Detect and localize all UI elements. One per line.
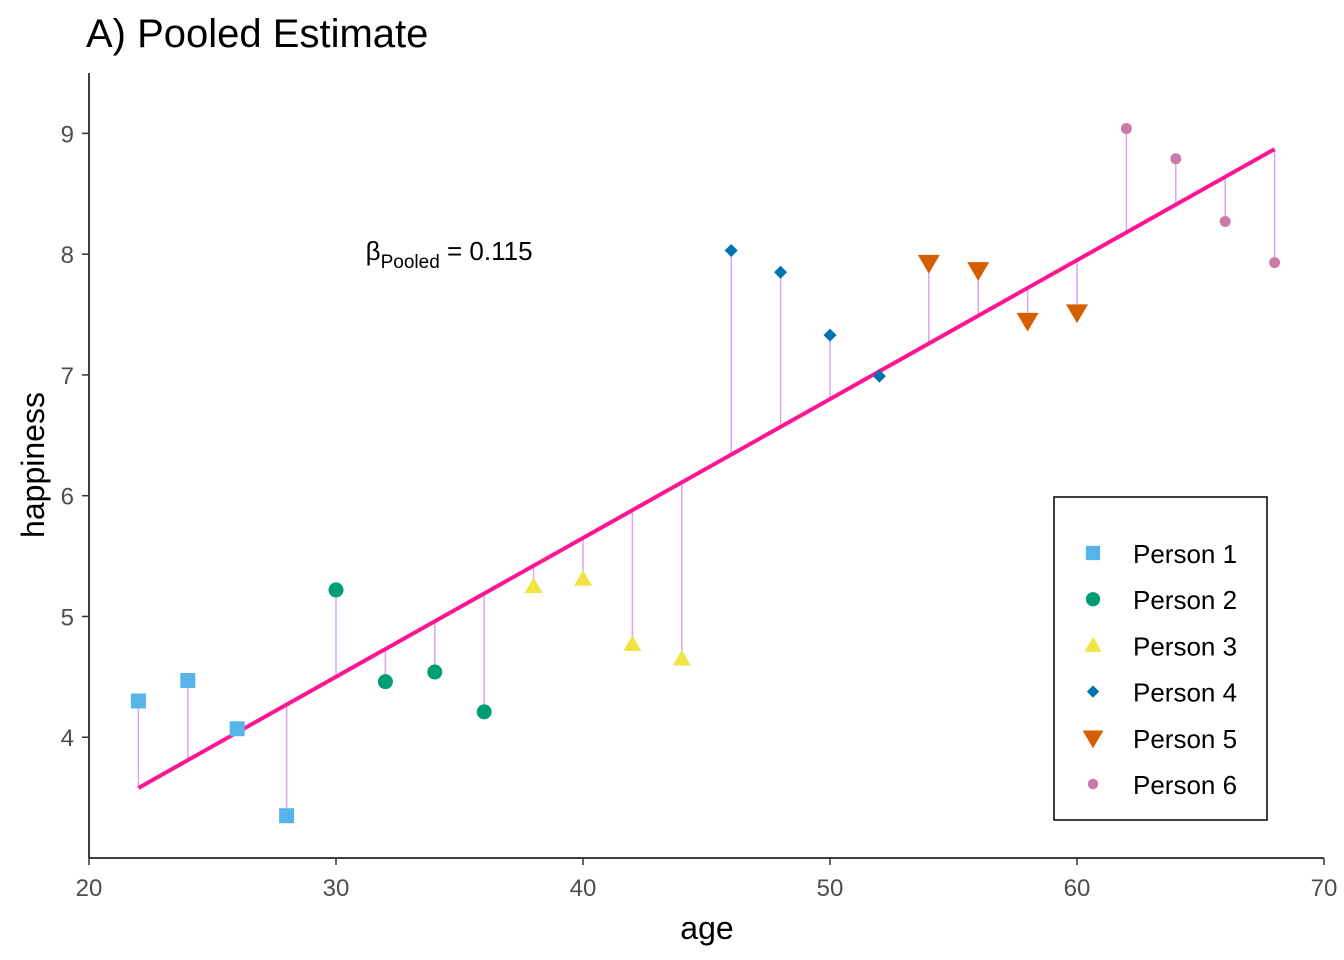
y-tick-label: 5 — [61, 604, 74, 631]
point-person-6-3 — [1219, 216, 1231, 228]
beta-annotation: βPooled = 0.115 — [366, 236, 533, 273]
beta-symbol: β — [366, 236, 381, 266]
legend-label-person-4: Person 4 — [1133, 678, 1237, 708]
pooled-fit-line — [137, 147, 1276, 790]
legend-label-person-3: Person 3 — [1133, 631, 1237, 661]
y-tick-label: 9 — [61, 121, 74, 148]
x-tick-label: 30 — [323, 875, 350, 902]
legend-label-person-1: Person 1 — [1133, 539, 1237, 569]
x-axis-title: age — [680, 910, 733, 946]
point-person-4-2 — [774, 265, 788, 279]
y-tick-label: 7 — [61, 363, 74, 390]
data-points — [130, 123, 1281, 824]
x-axis-ticks: 20 30 40 50 60 70 — [76, 858, 1338, 902]
legend-items: Person 1 Person 2 Person 3 Person 4 Person 5… — [1082, 539, 1237, 800]
point-person-4-1 — [724, 244, 738, 258]
point-person-6-2 — [1170, 153, 1182, 165]
legend-marker-person-1 — [1085, 545, 1101, 561]
point-person-2-2 — [377, 674, 393, 690]
point-person-3-1 — [524, 577, 543, 594]
legend-label-person-2: Person 2 — [1133, 585, 1237, 615]
point-person-1-3 — [229, 721, 245, 737]
point-person-5-1 — [917, 254, 940, 274]
point-person-4-4 — [872, 369, 886, 383]
point-person-3-2 — [574, 570, 592, 586]
point-person-6-1 — [1120, 123, 1132, 135]
legend-label-person-6: Person 6 — [1133, 770, 1237, 800]
legend-marker-person-4 — [1086, 685, 1100, 698]
y-axis-title: happiness — [15, 392, 51, 538]
beta-subscript: Pooled — [381, 252, 440, 273]
point-person-1-1 — [130, 693, 146, 709]
point-person-1-4 — [279, 808, 295, 824]
point-person-5-3 — [1016, 312, 1039, 332]
chart-title: A) Pooled Estimate — [86, 12, 428, 56]
point-person-2-4 — [476, 704, 492, 720]
y-tick-label: 8 — [61, 242, 74, 269]
point-person-4-3 — [823, 328, 837, 342]
point-person-6-4 — [1269, 257, 1281, 269]
x-tick-label: 60 — [1064, 875, 1091, 902]
legend-label-person-5: Person 5 — [1133, 724, 1237, 754]
legend-marker-person-5 — [1082, 730, 1104, 749]
x-tick-label: 20 — [76, 875, 103, 902]
x-tick-label: 40 — [570, 875, 597, 902]
legend-marker-person-6 — [1087, 778, 1099, 790]
legend-marker-person-3 — [1084, 636, 1102, 652]
point-person-3-4 — [672, 649, 691, 666]
y-tick-label: 4 — [61, 725, 74, 752]
y-tick-label: 6 — [61, 484, 74, 511]
legend: Person 1 Person 2 Person 3 Person 4 Person 5… — [1053, 496, 1268, 821]
point-person-1-2 — [180, 672, 196, 688]
point-person-5-2 — [967, 262, 990, 281]
point-person-2-3 — [427, 664, 443, 680]
x-tick-label: 70 — [1311, 875, 1338, 902]
point-person-5-4 — [1066, 304, 1088, 324]
point-person-2-1 — [328, 582, 344, 598]
beta-value: = 0.115 — [440, 236, 533, 266]
legend-marker-person-2 — [1085, 592, 1101, 607]
x-tick-label: 50 — [817, 875, 844, 902]
y-axis-ticks: 4 5 6 7 8 9 — [61, 121, 89, 752]
point-person-3-3 — [623, 635, 642, 651]
